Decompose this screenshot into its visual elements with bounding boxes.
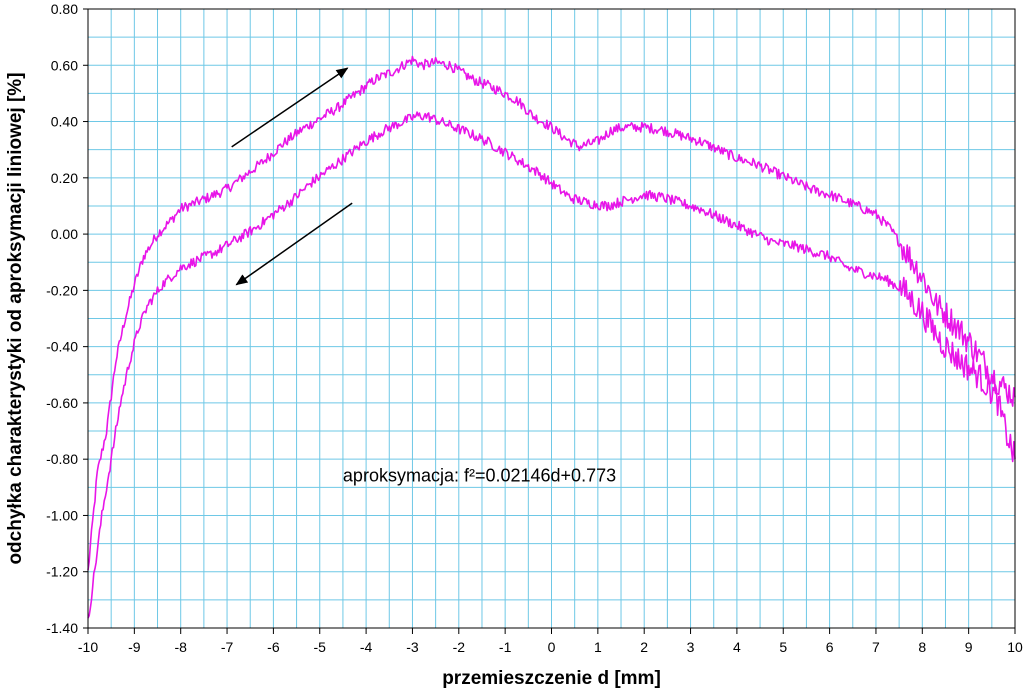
x-tick-label: -3 [406,639,419,655]
x-tick-label: -5 [314,639,327,655]
x-tick-label: -7 [221,639,234,655]
x-tick-label: -4 [360,639,373,655]
direction-arrow-down [235,202,353,286]
y-tick-label: -1.40 [46,620,78,636]
y-tick-label: -0.80 [46,451,78,467]
x-tick-label: 0 [548,639,556,655]
x-tick-label: 9 [965,639,973,655]
x-tick-label: 8 [918,639,926,655]
x-tick-label: 1 [594,639,602,655]
y-tick-label: 0.60 [51,57,78,73]
x-tick-label: 10 [1007,639,1023,655]
y-tick-label: -0.60 [46,395,78,411]
y-tick-label: -1.20 [46,564,78,580]
grid [87,8,1016,629]
direction-arrow-up [231,67,349,148]
x-tick-label: 3 [687,639,695,655]
y-tick-label: -0.20 [46,282,78,298]
x-tick-label: -1 [499,639,512,655]
y-tick-label: 0.20 [51,170,78,186]
series-line-1 [87,55,1016,571]
y-tick-labels: 0.80 0.60 0.40 0.20 0.00 -0.20 -0.40 -0.60 -0.80… [46,1,88,636]
x-axis-label: przemieszczenie d [mm] [442,668,661,689]
y-tick-label: -1.00 [46,507,78,523]
x-tick-label: 6 [826,639,834,655]
x-tick-labels: -10 -9 -8 -7 -6 -5 -4 -3 -2 -1 0 1 2 3 4 5 6 7 8 9 10 [78,628,1023,655]
y-axis-label: odchyłka charakterystyki od aproksymacji… [5,72,26,564]
x-tick-label: 4 [733,639,741,655]
x-tick-label: -2 [453,639,466,655]
y-tick-label: 0.40 [51,114,78,130]
series-line-2 [87,111,1016,619]
y-tick-label: -0.40 [46,339,78,355]
x-tick-label: 7 [872,639,880,655]
x-tick-label: 5 [779,639,787,655]
y-tick-label: 0.80 [51,1,78,17]
x-tick-label: -9 [128,639,141,655]
x-tick-label: -10 [78,639,98,655]
approximation-annotation: aproksymacja: f²=0.02146d+0.773 [343,466,616,486]
x-tick-label: -8 [174,639,187,655]
x-tick-label: 2 [640,639,648,655]
series-layer [87,55,1016,619]
x-tick-label: -6 [267,639,280,655]
arrow-layer [231,67,353,286]
y-tick-label: 0.00 [51,226,78,242]
